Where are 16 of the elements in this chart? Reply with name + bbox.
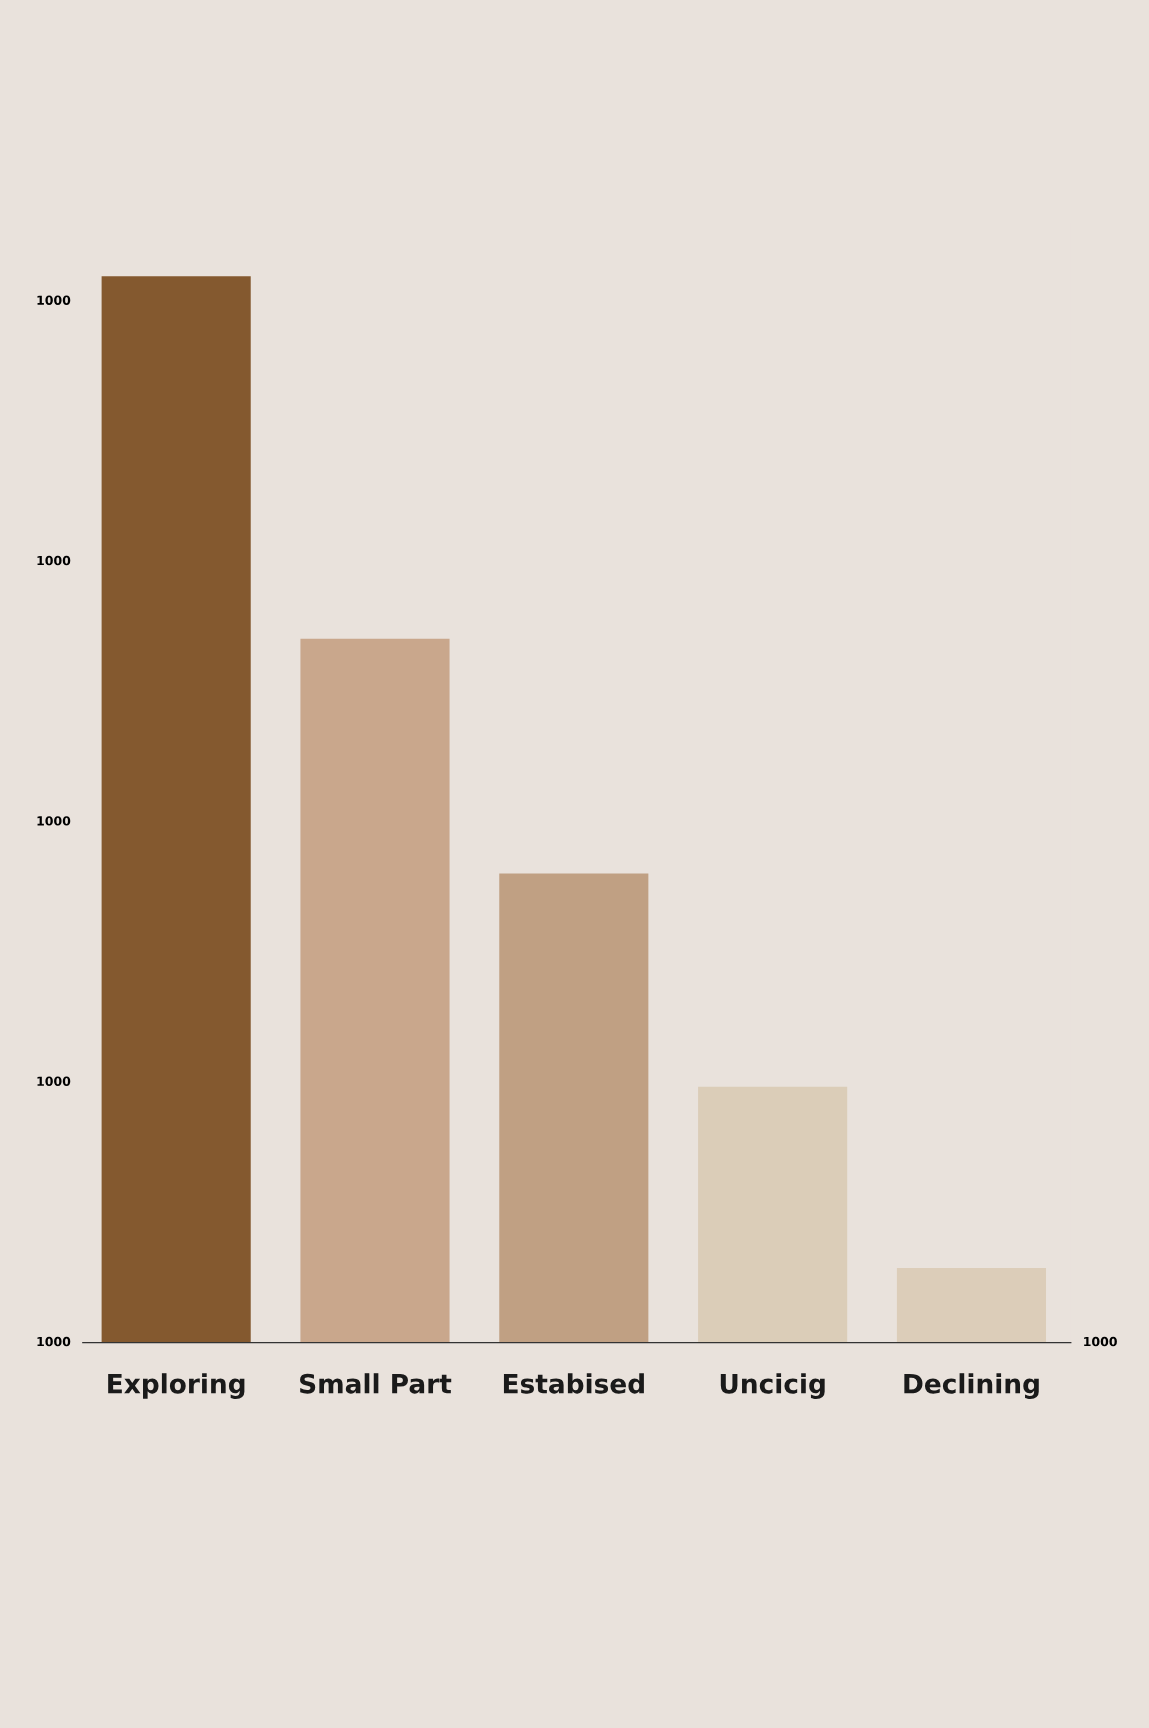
bar — [101, 276, 251, 1343]
x-tick-label: Uncicig — [720, 1373, 825, 1399]
text: 1000 — [1084, 1336, 1117, 1347]
text: 1000 — [37, 555, 71, 566]
x-tick-label: Exploring — [108, 1373, 245, 1399]
text: 1000 — [37, 1336, 71, 1347]
x-tick-label: Declining — [904, 1373, 1039, 1399]
bar — [896, 1268, 1047, 1343]
bar — [499, 873, 649, 1343]
x-tick-label: Estabised — [503, 1373, 644, 1394]
text: 1000 — [37, 295, 71, 305]
x-tick-label: Small Part — [300, 1373, 452, 1394]
bar — [698, 1086, 848, 1343]
text: 1000 — [37, 816, 71, 826]
bar — [300, 638, 450, 1343]
text: 1000 — [37, 1076, 71, 1086]
